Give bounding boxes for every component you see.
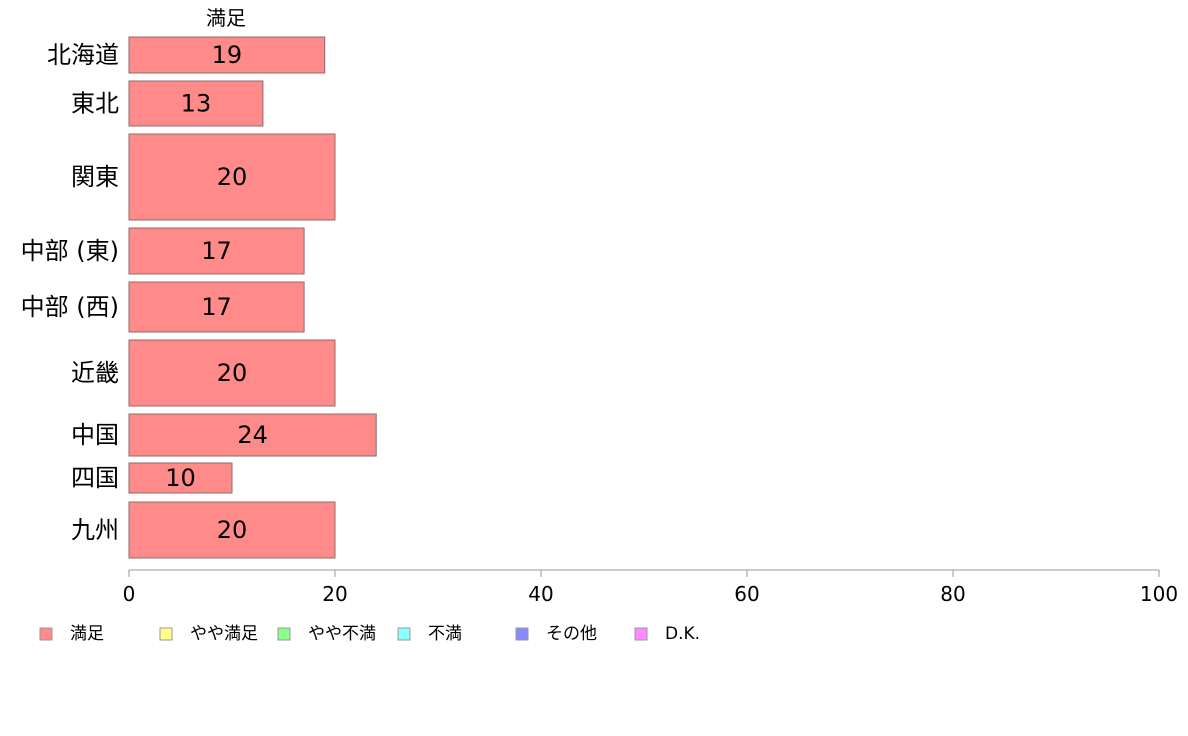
x-tick-label: 20 <box>322 582 347 606</box>
bar <box>128 462 233 494</box>
legend-label: 不満 <box>428 624 462 644</box>
x-tick-label: 0 <box>123 582 136 606</box>
bar-value-label: 17 <box>201 293 232 321</box>
bar-value-label: 19 <box>212 41 243 69</box>
column-header: 満足 <box>206 6 246 30</box>
bar <box>128 501 336 559</box>
legend-swatch <box>277 627 291 641</box>
bar-value-label: 20 <box>217 359 248 387</box>
category-label: 中部 (東) <box>21 237 119 265</box>
legend-label: やや不満 <box>308 624 376 644</box>
bar-value-label: 17 <box>201 237 232 265</box>
x-axis: 0 20 40 60 80 100 <box>123 569 1178 606</box>
bar-value-label: 13 <box>181 90 212 118</box>
x-tick-label: 40 <box>528 582 553 606</box>
bar-value-label: 24 <box>237 421 268 449</box>
category-label: 近畿 <box>71 359 119 387</box>
bar-value-label: 20 <box>217 163 248 191</box>
x-tick-label: 100 <box>1140 582 1178 606</box>
legend-swatch <box>634 627 648 641</box>
bar <box>128 36 326 74</box>
category-label: 東北 <box>71 90 119 118</box>
x-tick-label: 80 <box>940 582 965 606</box>
bar <box>128 339 336 407</box>
bar <box>128 281 305 333</box>
legend-swatch <box>39 627 53 641</box>
bar <box>128 413 377 457</box>
legend-swatch <box>159 627 173 641</box>
legend-swatch <box>515 627 529 641</box>
bar <box>128 80 264 127</box>
bars-group: 北海道 19 東北 13 関東 20 中部 (東) 17 中部 (西) 17 近畿 20 中国 24 四国 1… <box>21 36 377 559</box>
legend-label: やや満足 <box>190 624 258 644</box>
category-label: 中国 <box>71 421 119 449</box>
bar <box>128 133 336 221</box>
legend: 満足 やや満足 やや不満 不満 その他 D.K. <box>39 624 700 644</box>
legend-swatch <box>397 627 411 641</box>
legend-label: 満足 <box>70 624 104 644</box>
bar-value-label: 20 <box>217 516 248 544</box>
legend-label: D.K. <box>665 624 700 644</box>
legend-label: その他 <box>546 624 597 644</box>
category-label: 北海道 <box>47 41 119 69</box>
category-label: 九州 <box>71 516 119 544</box>
bar-value-label: 10 <box>165 464 196 492</box>
bar <box>128 227 305 275</box>
category-label: 中部 (西) <box>21 293 119 321</box>
category-label: 四国 <box>71 464 119 492</box>
category-label: 関東 <box>71 163 119 191</box>
x-tick-label: 60 <box>734 582 759 606</box>
